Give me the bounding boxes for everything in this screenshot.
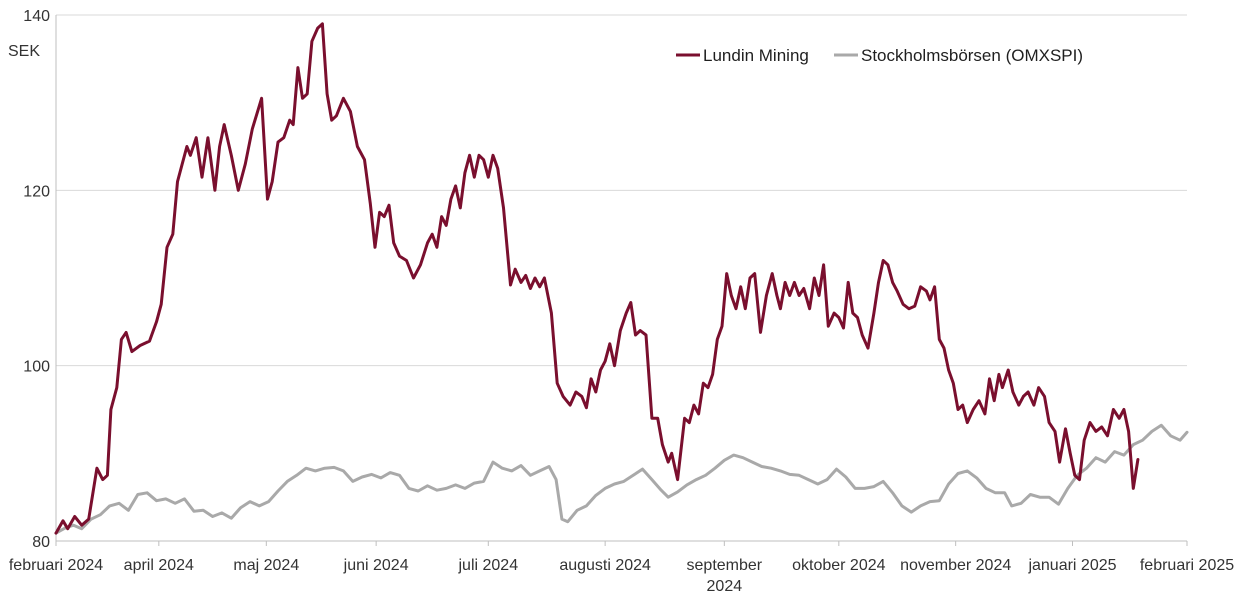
y-tick-label: 80: [32, 534, 50, 551]
x-tick-label: november 2024: [900, 557, 1011, 574]
grid-lines: [56, 14, 1187, 367]
axes: [55, 15, 1187, 542]
legend-label: Lundin Mining: [703, 46, 809, 65]
x-axis-ticks: februari 2024 april 2024 maj 2024 juni 2024…: [9, 541, 1234, 595]
series-lines: [54, 22, 1189, 535]
series-line-stockholmsb-rsen-omxspi: [54, 423, 1189, 535]
x-tick-label: juni 2024: [343, 557, 409, 574]
x-tick-label: februari 2024: [9, 557, 103, 574]
y-axis-ticks: 80 100 120 140: [23, 8, 50, 551]
legend-label: Stockholmsbörsen (OMXSPI): [861, 46, 1083, 65]
y-tick-label: 100: [23, 359, 50, 376]
legend: Lundin Mining Stockholmsbörsen (OMXSPI): [676, 46, 1083, 65]
y-axis-label: SEK: [8, 43, 40, 60]
series-line-lundin-mining: [54, 22, 1140, 535]
x-tick-label: maj 2024: [233, 557, 299, 574]
y-tick-label: 120: [23, 183, 50, 200]
x-tick-label: augusti 2024: [559, 557, 651, 574]
x-tick-label: januari 2025: [1027, 557, 1116, 574]
y-tick-label: 140: [23, 8, 50, 25]
x-tick-label: februari 2025: [1140, 557, 1234, 574]
x-tick-label: juli 2024: [457, 557, 518, 574]
x-tick-label: september 2024: [687, 557, 763, 595]
x-tick-label: april 2024: [124, 557, 194, 574]
x-tick-label: oktober 2024: [792, 557, 886, 574]
